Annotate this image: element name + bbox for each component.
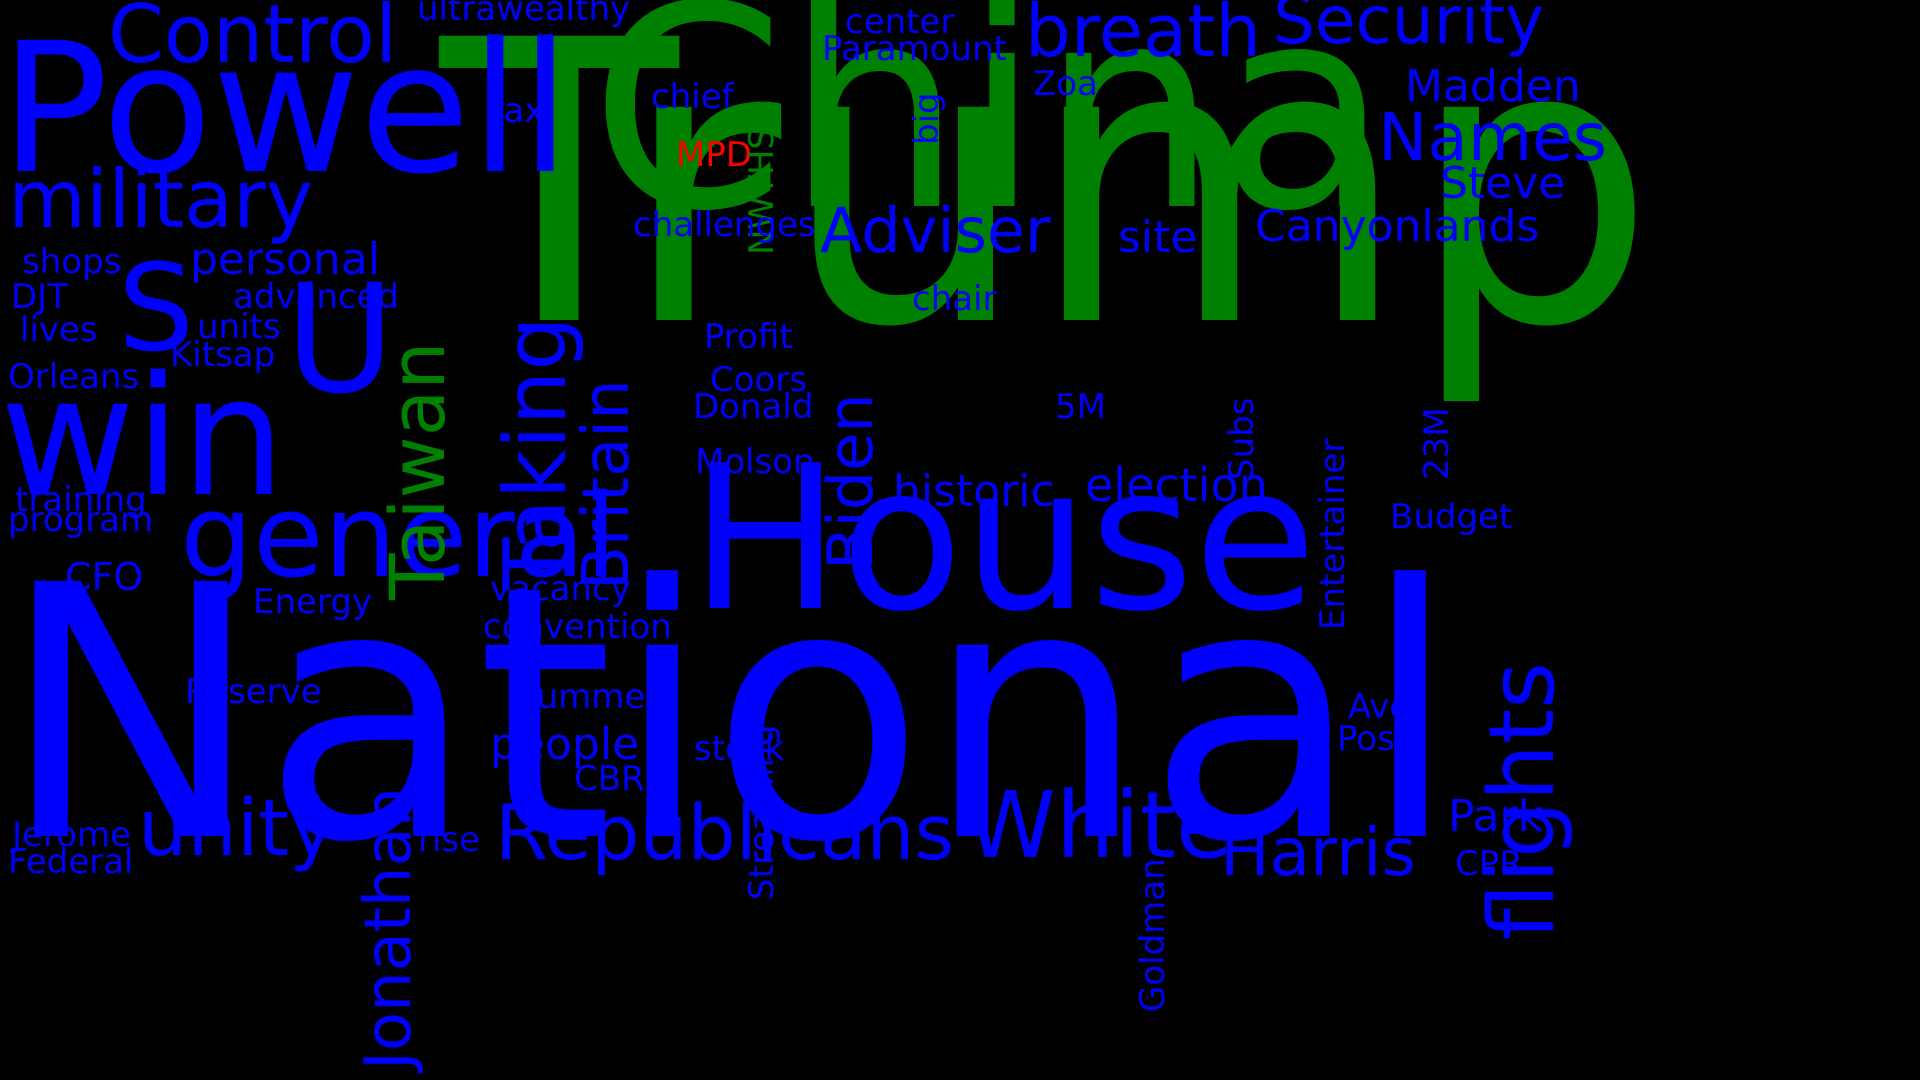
word-budget: Budget — [1390, 497, 1513, 537]
word-convention: convention — [483, 607, 672, 647]
word-general: general — [180, 470, 618, 604]
word-republicans: Republicans — [495, 788, 955, 877]
word-molson: Molson — [695, 442, 815, 482]
word-summer: Summer — [515, 677, 660, 717]
word-chair: chair — [912, 279, 997, 319]
word-taking: Taking — [486, 316, 586, 590]
word-madden: Madden — [1405, 61, 1581, 112]
word-jerome: Jerome — [12, 815, 132, 855]
word-people: people — [490, 719, 640, 770]
word-breath: breath — [1025, 0, 1262, 73]
word-personal: personal — [190, 234, 381, 285]
word-entertainer: Entertainer — [1313, 438, 1353, 630]
word-park: Park — [1448, 791, 1544, 842]
word-paramount: Paramount — [822, 29, 1007, 69]
word-u: U — [285, 253, 395, 427]
word-china: China — [590, 0, 1390, 273]
word-stock: stock — [694, 729, 785, 769]
word-challenges: challenges — [633, 205, 816, 245]
word-subs: Subs — [1222, 397, 1262, 480]
word-britain: Britain — [570, 379, 644, 590]
word-program: program — [8, 500, 154, 540]
word-house: House — [690, 423, 1317, 656]
word-adviser: Adviser — [820, 194, 1051, 267]
word-chief: chief — [651, 77, 734, 117]
word-white: White — [965, 772, 1233, 879]
word-federal: Federal — [8, 842, 134, 882]
word-military: military — [8, 153, 314, 246]
word-big: big — [907, 92, 947, 145]
word-units: units — [197, 307, 281, 347]
word-steve: Steve — [1440, 158, 1566, 209]
word-posts: Posts — [1337, 719, 1426, 759]
word-jonathan: Jonathan — [352, 786, 426, 1070]
word-unity: unity — [138, 784, 336, 874]
word-advanced: advanced — [233, 277, 400, 317]
word-reserve: Reserve — [185, 672, 322, 712]
word-cfo: CFO — [65, 555, 144, 599]
word-ultrawealthy: ultrawealthy — [417, 0, 631, 29]
word-names: Names — [1378, 99, 1608, 176]
word-shops: shops — [22, 242, 122, 282]
word-rise: rise — [418, 820, 481, 860]
word-goldman: Goldman — [1133, 858, 1173, 1012]
word-site: site — [1118, 212, 1198, 263]
word-s: S — [118, 240, 195, 379]
word-energy: Energy — [253, 582, 373, 622]
word-cbre: CBRE — [574, 759, 667, 799]
word-5m: 5M — [1055, 387, 1106, 427]
word-taiwan: Taiwan — [373, 341, 462, 600]
word-win: win — [0, 341, 286, 533]
word-zoa: Zoa — [1033, 64, 1098, 104]
word-vacancy: vacancy — [490, 569, 631, 609]
word-harris: Harris — [1220, 814, 1416, 891]
word-orleans: Orleans — [8, 357, 140, 397]
word-23m: 23M — [1417, 407, 1457, 480]
word-djt: DJT — [11, 277, 68, 317]
word-center: center — [845, 2, 955, 42]
word-security: Security — [1273, 0, 1545, 59]
word-kitsap: Kitsap — [170, 335, 276, 375]
word-ave: Ave — [1348, 687, 1411, 727]
word-coors: Coors — [710, 360, 808, 400]
word-lives: lives — [20, 310, 98, 350]
word-biden: Biden — [814, 393, 887, 570]
word-cpr: CPR — [1455, 844, 1523, 884]
word-national: National — [0, 511, 1459, 919]
word-trump: Trump — [440, 0, 1656, 412]
word-mpd: MPD — [676, 135, 753, 175]
word-powell: Powell — [0, 5, 571, 214]
word-profit: Profit — [704, 317, 793, 357]
word-canyonlands: Canyonlands — [1255, 201, 1540, 252]
word-training: training — [15, 480, 147, 520]
word-election: election — [1085, 458, 1268, 512]
word-historic: historic — [893, 466, 1055, 517]
word-control: Control — [108, 0, 398, 81]
word-tax: tax — [490, 91, 545, 131]
word-donald: Donald — [693, 387, 814, 427]
